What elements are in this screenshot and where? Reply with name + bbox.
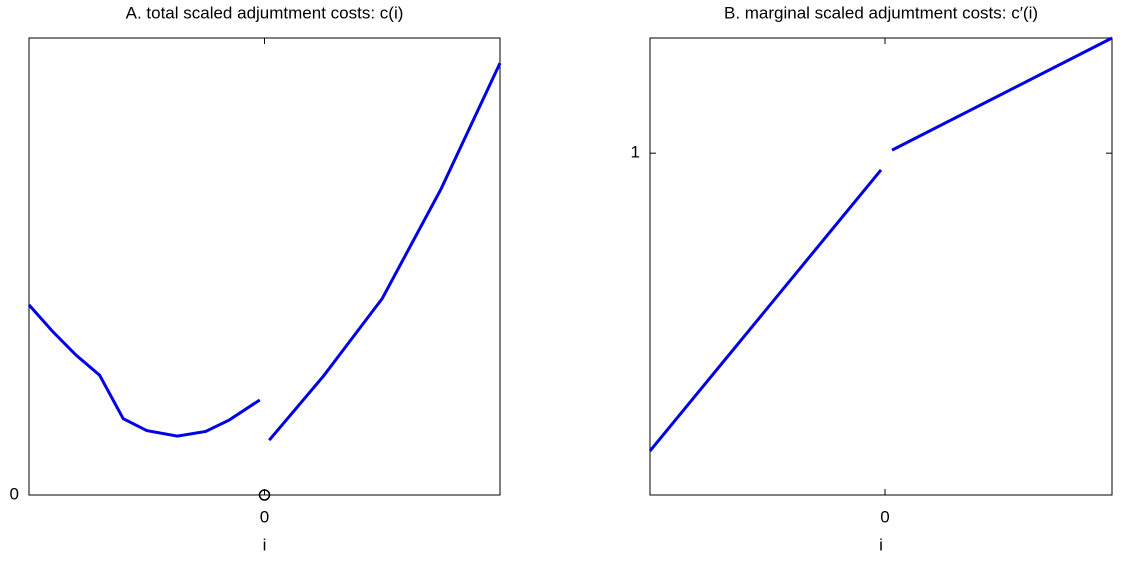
plot-frame	[649, 37, 1113, 496]
chart-title: B. marginal scaled adjumtment costs: c′(…	[724, 3, 1038, 22]
line-series	[648, 36, 1113, 452]
marker	[258, 489, 271, 501]
plot-frame	[28, 37, 501, 496]
chart-title: A. total scaled adjumtment costs: c(i)	[126, 3, 404, 22]
y-tick-label: 0	[10, 484, 19, 503]
x-axis-label: i	[879, 535, 883, 554]
x-tick-label: 0	[880, 507, 889, 526]
line-series	[27, 62, 502, 442]
y-tick-label: 1	[631, 143, 640, 162]
x-axis-label: i	[263, 535, 267, 554]
x-tick-label: 0	[260, 507, 269, 526]
